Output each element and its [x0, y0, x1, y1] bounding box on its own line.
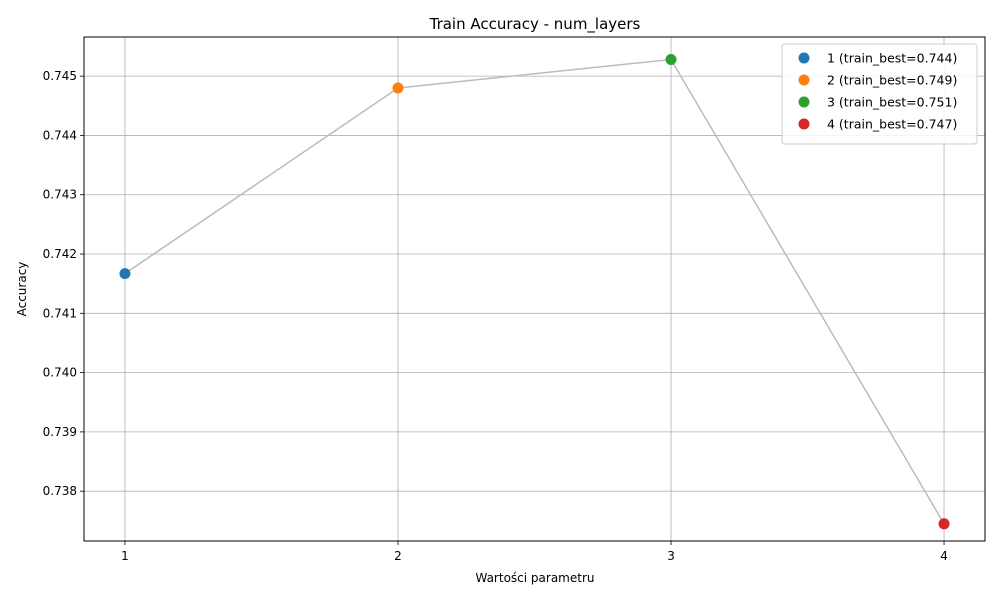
- y-axis-label: Accuracy: [15, 262, 29, 317]
- data-point: [392, 82, 404, 94]
- y-tick-label: 0.741: [43, 306, 77, 320]
- y-tick-label: 0.739: [43, 425, 77, 439]
- y-tick-label: 0.742: [43, 247, 77, 261]
- legend-marker: [798, 74, 810, 86]
- series-line-path: [124, 58, 945, 525]
- y-tick-label: 0.744: [43, 128, 77, 142]
- y-tick-label: 0.745: [43, 69, 77, 83]
- y-axis-ticks: 0.738 0.739 0.740 0.741 0.742 0.743 0.744 0.745: [43, 69, 84, 498]
- data-point: [119, 268, 131, 280]
- plot-frame: [83, 36, 986, 542]
- data-point: [665, 54, 677, 66]
- data-point: [938, 518, 950, 530]
- x-tick-label: 3: [667, 549, 675, 563]
- legend-box: [781, 43, 978, 145]
- legend-marker: [798, 118, 810, 130]
- legend-label: 1 (train_best=0.744): [827, 51, 957, 66]
- x-tick-label: 1: [121, 549, 129, 563]
- x-tick-label: 4: [940, 549, 948, 563]
- y-tick-label: 0.738: [43, 484, 77, 498]
- y-tick-label: 0.740: [43, 366, 77, 380]
- legend-marker: [798, 52, 810, 64]
- x-axis-label: Wartości parametru: [475, 571, 594, 585]
- legend-label: 2 (train_best=0.749): [827, 73, 957, 88]
- grid-lines: [84, 37, 985, 541]
- legend-label: 4 (train_best=0.747): [827, 117, 957, 132]
- series-line: [124, 58, 945, 525]
- chart-title: Train Accuracy - num_layers: [429, 15, 641, 34]
- legend-label: 3 (train_best=0.751): [827, 95, 957, 110]
- x-tick-label: 2: [394, 549, 402, 563]
- y-tick-label: 0.743: [43, 188, 77, 202]
- legend: 1 (train_best=0.744) 2 (train_best=0.749)…: [781, 43, 978, 145]
- data-points: [119, 54, 950, 530]
- legend-marker: [798, 96, 810, 108]
- x-axis-ticks: 1 2 3 4: [121, 541, 948, 563]
